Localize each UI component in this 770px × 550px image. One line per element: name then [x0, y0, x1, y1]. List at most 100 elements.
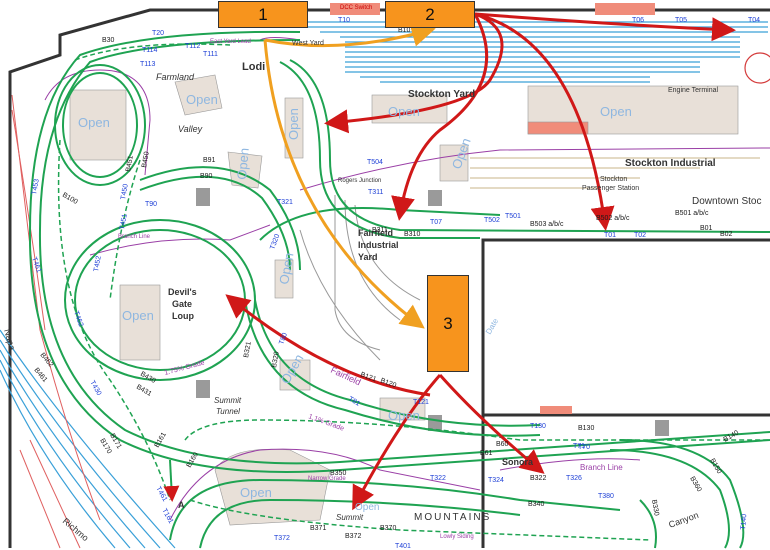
summit-tunnel-label-1: Summit	[214, 396, 242, 405]
track-label: T320	[269, 233, 281, 250]
block-label: B10	[398, 27, 411, 34]
track-label: T453	[31, 178, 41, 195]
track-label: T401	[395, 543, 411, 550]
track-label: T70	[578, 444, 590, 451]
track-label: T71	[573, 443, 585, 450]
block-label: B321	[243, 341, 253, 358]
track-label: T04	[748, 17, 760, 24]
open-label: Open	[355, 502, 379, 513]
block-label: B372	[345, 533, 361, 540]
block-label: B330	[650, 499, 660, 516]
devils-label-1: Devil's	[168, 287, 197, 297]
track-label: T450	[120, 183, 130, 200]
open-label: Open	[240, 485, 272, 500]
block-label: B320	[271, 351, 281, 368]
block-label: B120	[379, 377, 397, 389]
block-label: B121	[359, 371, 377, 383]
track-label: T502	[484, 217, 500, 224]
block-label: B370	[380, 525, 396, 532]
track-label: T20	[152, 30, 164, 37]
fairfield-tracks	[299, 195, 421, 361]
open-label: Open	[78, 115, 110, 130]
block-label: B451	[125, 155, 135, 172]
block-label: B462	[38, 352, 54, 369]
open-label: Open	[186, 92, 218, 107]
block-label: B91	[203, 157, 216, 164]
marker-3-label: 3	[443, 313, 453, 333]
block-label: B160	[186, 451, 200, 469]
stockton-yard-tracks	[300, 21, 768, 83]
grade-175-label: 1.75% Grade	[164, 359, 206, 376]
track-label: T462	[72, 310, 84, 327]
open-label: Open	[388, 104, 420, 119]
stockton-industrial-label: Stockton Industrial	[625, 158, 716, 169]
devils-label-3: Loup	[172, 311, 194, 321]
track-label: T321	[277, 199, 293, 206]
arrow-2-to-stockton-yard	[324, 12, 504, 134]
track-label: T311	[368, 189, 384, 196]
track-label: T112	[185, 43, 201, 50]
mainline-tracks	[28, 30, 770, 549]
open-label: Open	[234, 147, 252, 180]
block-label: B100	[61, 192, 79, 206]
block-label: B322	[530, 475, 546, 482]
open-label: Open	[122, 308, 154, 323]
arrow-3-to-devils	[225, 294, 431, 397]
dcc-switch-label: DCC Switch	[340, 5, 372, 11]
track-label: T372	[274, 535, 290, 542]
fairfield-label-2: Industrial	[358, 240, 399, 250]
marker-1-label: 1	[258, 4, 268, 24]
track-label: T322	[430, 475, 446, 482]
passenger-label-2: Passenger Station	[582, 185, 639, 192]
block-label: B30	[102, 37, 115, 44]
track-label: T05	[675, 17, 687, 24]
track-label: T326	[566, 475, 582, 482]
track-label: T06	[632, 17, 644, 24]
summit-label: Summit	[336, 513, 364, 522]
block-label: B61	[480, 450, 493, 457]
marker-1-box: 1	[218, 1, 308, 28]
track-label: T81	[347, 396, 361, 408]
track-label: T501	[505, 213, 521, 220]
open-label: Open	[388, 408, 420, 423]
open-label: Open	[286, 108, 301, 140]
dashed-tracks	[57, 43, 770, 541]
track-label: T140	[740, 514, 748, 531]
downtown-label: Downtown Stoc	[692, 196, 761, 207]
branch-line-label-2: Branch Line	[580, 463, 623, 472]
block-label: B461	[32, 367, 48, 384]
a-label: A	[178, 500, 185, 510]
block-label: B503 a/b/c	[530, 221, 564, 228]
track-label: T121	[413, 399, 429, 406]
mountains-label: MOUNTAINS	[414, 512, 491, 523]
passenger-label-1: Stockton	[600, 176, 627, 183]
arrow-1-to-3	[263, 39, 425, 329]
track-label: T161	[160, 508, 174, 525]
arrow-3-to-summit	[352, 374, 442, 511]
track-label: T07	[430, 219, 442, 226]
block-label: B371	[310, 525, 326, 532]
block-label: B311	[372, 227, 388, 234]
block-label: B502 a/b/c	[596, 215, 630, 222]
block-label: B350	[330, 470, 346, 477]
block-label: B450	[141, 151, 151, 168]
track-label: T113	[140, 61, 156, 68]
block-label: B501 a/b/c	[675, 210, 709, 217]
fairfield-grade-label: Fairfield	[329, 365, 362, 388]
east-yard-lead-label: East Yard Lead	[210, 39, 251, 45]
arrow-2-to-fairfield	[391, 13, 489, 221]
red-tracks	[11, 94, 101, 549]
open-label: Date	[484, 316, 501, 336]
track-label: T380	[598, 493, 614, 500]
canyon-label: Canyon	[667, 510, 700, 530]
block-label: B130	[578, 425, 594, 432]
track-label: T324	[488, 477, 504, 484]
track-label: T451	[119, 213, 129, 230]
marker-3-box: 3	[427, 275, 469, 372]
open-label: Open	[600, 104, 632, 119]
callout-arrows	[225, 12, 736, 511]
sonora-label: Sonora	[502, 457, 534, 467]
branch-line-label: Branch Line	[118, 234, 151, 240]
block-label: B431	[135, 384, 153, 398]
